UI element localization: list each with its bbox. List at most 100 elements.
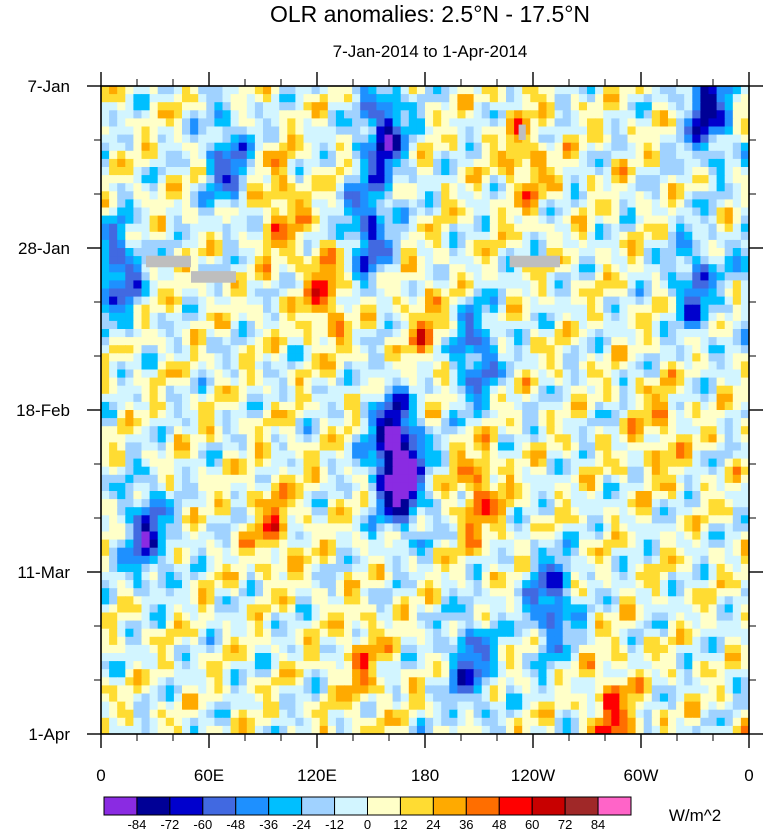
heatmap-cell (295, 410, 305, 419)
heatmap-cell (676, 434, 685, 443)
heatmap-cell (360, 369, 369, 379)
heatmap-cell (489, 312, 499, 322)
heatmap-cell (352, 418, 361, 427)
heatmap-cell (570, 94, 580, 103)
heatmap-cell (489, 507, 499, 516)
heatmap-cell (109, 191, 118, 200)
heatmap-cell (117, 515, 126, 524)
heatmap-cell (352, 547, 361, 557)
heatmap-cell (692, 410, 701, 419)
heatmap-cell (101, 296, 110, 306)
heatmap-cell (190, 118, 199, 128)
heatmap-cell (473, 426, 483, 435)
heatmap-cell (360, 539, 369, 549)
heatmap-cell (449, 304, 458, 314)
heatmap-cell (651, 248, 661, 257)
heatmap-cell (497, 158, 507, 168)
heatmap-cell (578, 474, 588, 484)
heatmap-cell (101, 337, 110, 346)
heatmap-cell (578, 223, 588, 233)
heatmap-cell (530, 580, 539, 589)
heatmap-cell (384, 304, 394, 314)
heatmap-cell (141, 418, 151, 427)
heatmap-cell (246, 320, 256, 330)
heatmap-cell (578, 515, 588, 524)
heatmap-cell (619, 361, 629, 371)
heatmap-cell (481, 337, 491, 346)
heatmap-cell (716, 296, 726, 306)
heatmap-cell (595, 458, 604, 468)
heatmap-cell (514, 239, 523, 249)
heatmap-cell (538, 474, 548, 484)
heatmap-cell (659, 102, 669, 111)
heatmap-cell (416, 223, 426, 233)
heatmap-cell (489, 393, 499, 403)
heatmap-cell (441, 345, 450, 354)
heatmap-cell (425, 458, 434, 468)
heatmap-cell (384, 401, 394, 411)
heatmap-cell (724, 547, 734, 557)
heatmap-cell (392, 491, 402, 500)
heatmap-cell (319, 474, 329, 484)
heatmap-cell (173, 563, 183, 573)
heatmap-cell (700, 280, 710, 290)
heatmap-cell (522, 86, 531, 95)
heatmap-cell (230, 110, 240, 119)
heatmap-cell (352, 426, 361, 435)
heatmap-cell (117, 345, 126, 354)
heatmap-cell (627, 110, 637, 119)
heatmap-cell (489, 450, 499, 460)
heatmap-cell (117, 296, 126, 306)
heatmap-cell (190, 580, 199, 589)
heatmap-cell (562, 167, 572, 176)
heatmap-cell (651, 410, 661, 419)
heatmap-cell (279, 304, 288, 314)
heatmap-cell (578, 499, 588, 508)
heatmap-cell (514, 304, 523, 314)
heatmap-cell (433, 450, 442, 460)
heatmap-cell (206, 539, 215, 549)
heatmap-cell (514, 158, 523, 168)
heatmap-cell (489, 361, 499, 371)
heatmap-cell (740, 580, 749, 589)
heatmap-cell (165, 175, 175, 184)
heatmap-cell (684, 118, 693, 128)
heatmap-cell (287, 588, 296, 597)
heatmap-cell (425, 86, 434, 95)
heatmap-cell (206, 296, 215, 306)
heatmap-cell (360, 94, 369, 103)
heatmap-cell (668, 385, 677, 395)
heatmap-cell (433, 507, 442, 516)
heatmap-cell (335, 150, 345, 160)
heatmap-cell (651, 288, 661, 298)
heatmap-cell (206, 126, 215, 136)
heatmap-cell (400, 547, 410, 557)
heatmap-cell (141, 523, 151, 533)
heatmap-cell (384, 539, 394, 549)
heatmap-cell (157, 401, 167, 411)
heatmap-cell (376, 369, 386, 379)
heatmap-cell (635, 248, 645, 257)
heatmap-cell (165, 207, 175, 217)
heatmap-cell (514, 458, 523, 468)
heatmap-cell (692, 418, 701, 427)
heatmap-cell (141, 231, 151, 241)
heatmap-cell (254, 118, 264, 128)
heatmap-cell (457, 223, 467, 233)
heatmap-cell (732, 231, 742, 241)
heatmap-cell (684, 491, 693, 500)
heatmap-cell (627, 272, 637, 281)
heatmap-cell (408, 337, 418, 346)
heatmap-cell (368, 377, 377, 387)
heatmap-cell (416, 272, 426, 281)
heatmap-cell (416, 426, 426, 435)
heatmap-cell (117, 231, 126, 241)
heatmap-cell (109, 239, 118, 249)
heatmap-cell (514, 563, 523, 573)
heatmap-cell (570, 531, 580, 541)
heatmap-cell (311, 175, 321, 184)
heatmap-cell (684, 134, 693, 144)
heatmap-cell (554, 539, 564, 549)
heatmap-cell (489, 134, 499, 144)
heatmap-cell (659, 482, 669, 492)
